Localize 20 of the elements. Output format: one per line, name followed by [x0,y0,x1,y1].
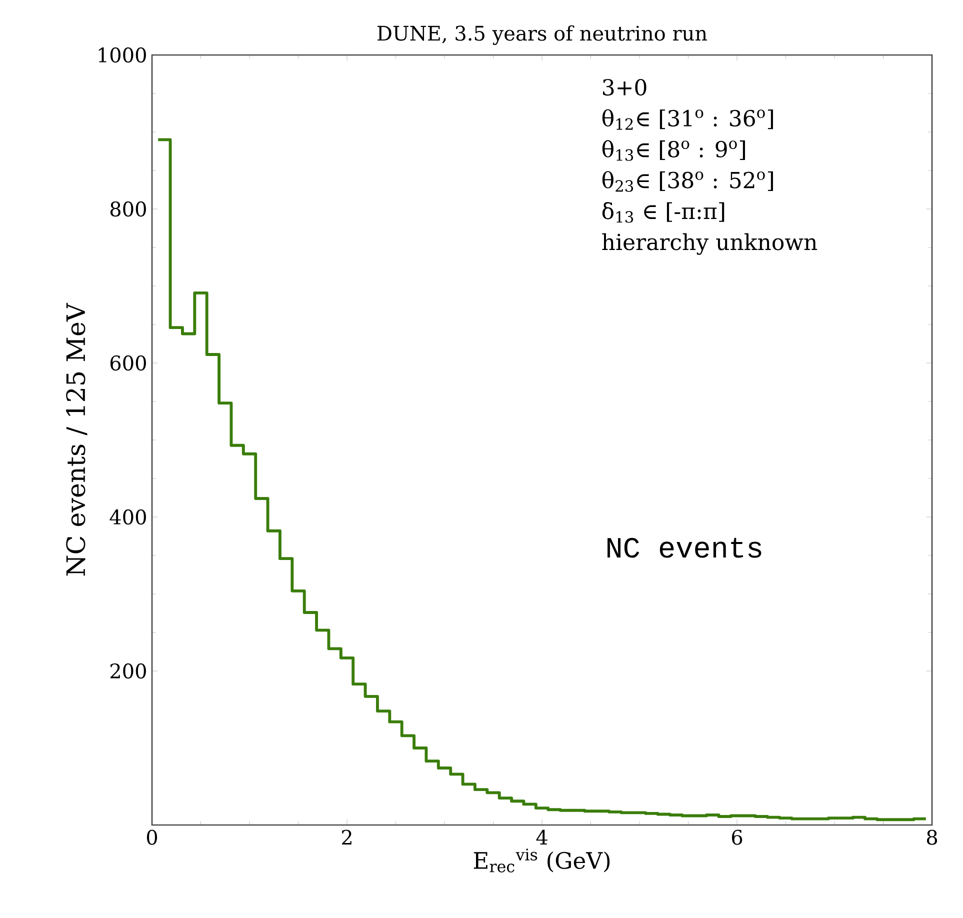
annotation: δ$_{13}$ ∈ [-π:π] [602,202,724,223]
x-tick-label: 0 [146,830,158,845]
x-tick-label: 6 [732,830,742,845]
y-tick-label: 600 [110,355,146,371]
annotation: hierarchy unknown [602,233,818,255]
annotation: θ$_{23}$∈ [38$^{o}$ : 52$^{o}$] [602,171,773,192]
annotation: NC events [608,538,762,558]
x-axis-title: E$_{rec}$$^{vis}$ (GeV) [474,848,610,872]
chart-title: DUNE, 3.5 years of neutrino run [378,25,707,45]
x-tick-label: 4 [536,830,548,845]
annotation: θ$_{12}$∈ [31$^{o}$ : 36$^{o}$] [602,109,773,130]
y-tick-label: 400 [110,509,146,525]
y-tick-label: 800 [110,201,146,217]
y-tick-label: 1000 [98,47,146,63]
y-tick-label: 200 [110,663,146,679]
annotation: θ$_{13}$∈ [8$^{o}$ : 9$^{o}$] [602,140,745,161]
annotation: 3+0 [602,78,646,96]
x-tick-label: 8 [926,830,938,845]
x-tick-label: 2 [342,830,352,845]
y-axis-title: NC events / 125 MeV [66,302,88,576]
